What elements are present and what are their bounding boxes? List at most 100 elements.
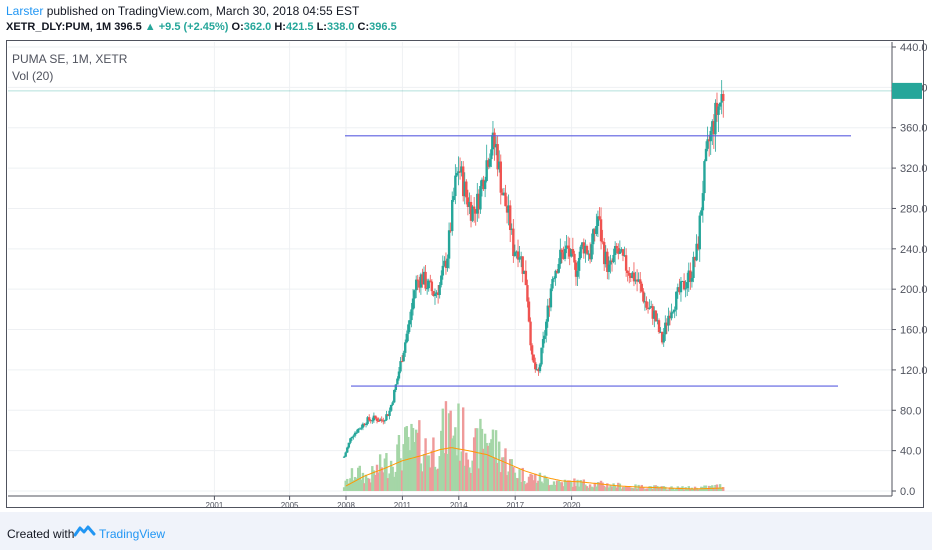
candle-body <box>634 279 637 282</box>
candle-body <box>374 415 377 419</box>
candle-body <box>454 175 457 197</box>
candle-body <box>430 281 434 292</box>
candle-body <box>366 417 369 424</box>
volume-bar <box>601 482 604 491</box>
candle-body <box>579 246 582 258</box>
candle-body <box>353 432 357 436</box>
volume-bar <box>380 467 383 491</box>
volume-bar <box>377 472 380 491</box>
candle-body <box>660 331 664 343</box>
volume-bar <box>422 453 426 491</box>
candle-body <box>480 179 484 186</box>
volume-bar <box>555 480 559 491</box>
volume-bar <box>654 485 658 491</box>
chart-frame[interactable] <box>6 40 924 508</box>
candle-body <box>388 410 391 416</box>
candle-body <box>540 347 543 365</box>
candle-body <box>465 181 468 198</box>
volume-bar <box>662 486 665 491</box>
volume-bar <box>626 486 629 491</box>
candle-body <box>642 291 645 302</box>
candle-body <box>582 242 586 254</box>
symbol-label[interactable]: XETR_DLY:PUM, 1M <box>6 21 112 33</box>
candle-body <box>499 161 502 193</box>
candle-body <box>665 322 669 326</box>
candle-body <box>695 243 698 261</box>
time-tick-label: 2011 <box>394 501 412 510</box>
volume-bar <box>642 487 645 491</box>
volume-bar <box>592 487 595 491</box>
tradingview-logo-icon <box>74 525 96 537</box>
volume-bar <box>471 460 474 491</box>
candle-body <box>513 252 517 257</box>
candle-body <box>487 160 490 167</box>
candle-body <box>610 260 614 263</box>
candle-body <box>615 246 618 249</box>
candle-body <box>624 255 628 271</box>
price-tick-label: 120.0 <box>900 365 928 377</box>
volume-bar <box>581 481 584 491</box>
candle-body <box>404 342 407 353</box>
volume-bar <box>411 427 415 491</box>
candle-body <box>399 361 402 372</box>
candle-body <box>704 148 708 162</box>
volume-bar <box>549 484 553 491</box>
volume-bar <box>612 483 615 491</box>
tradingview-brand-link[interactable]: TradingView <box>99 527 166 541</box>
volume-bar <box>609 485 612 491</box>
volume-bar <box>499 472 502 491</box>
candle-body <box>617 248 620 254</box>
candle-body <box>607 264 611 272</box>
volume-bar <box>526 482 529 491</box>
candle-body <box>640 283 643 292</box>
candle-body <box>342 456 346 458</box>
volume-bar <box>449 410 452 491</box>
volume-bar <box>660 486 664 491</box>
candle-body <box>529 321 532 346</box>
author-link[interactable]: Larster <box>6 4 44 18</box>
volume-bar <box>477 468 481 491</box>
candle-body <box>508 205 512 231</box>
footer: Created with TradingView <box>0 512 932 550</box>
volume-bar <box>590 486 593 491</box>
volume-bar <box>653 485 656 491</box>
volume-bar <box>695 487 698 491</box>
candle-body <box>596 216 600 226</box>
candle-body <box>488 159 492 167</box>
volume-bar <box>349 478 352 491</box>
candle-body <box>515 251 518 253</box>
volume-bar <box>524 484 528 491</box>
candle-body <box>698 215 701 250</box>
volume-bar <box>367 478 371 491</box>
price-chart[interactable]: 440.0400.0360.0320.0280.0240.0200.0160.0… <box>0 0 932 512</box>
volume-bar <box>632 488 636 491</box>
candle-body <box>581 242 584 247</box>
price-tick-label: 240.0 <box>900 244 928 256</box>
volume-bar <box>397 435 401 491</box>
volume-bar <box>438 456 441 491</box>
volume-bar <box>656 486 659 491</box>
candle-body <box>612 254 615 263</box>
volume-bar <box>385 453 388 491</box>
open-value: 362.0 <box>243 21 272 33</box>
candle-body <box>375 418 379 421</box>
candle-body <box>668 315 672 319</box>
published-text: published on TradingView.com, March 30, … <box>43 4 360 18</box>
volume-bar <box>463 465 466 491</box>
volume-bar <box>466 459 470 491</box>
candle-body <box>577 257 581 271</box>
candle-body <box>588 253 592 260</box>
volume-bar <box>374 474 377 491</box>
volume-bar <box>537 480 540 491</box>
candle-body <box>429 280 432 282</box>
price-tick-label: 80.0 <box>900 405 921 417</box>
low-value: 338.0 <box>326 21 355 33</box>
candle-body <box>656 320 659 322</box>
candle-body <box>687 270 690 283</box>
candle-body <box>435 292 438 294</box>
volume-bar <box>361 472 365 491</box>
candle-body <box>543 335 546 340</box>
candle-body <box>469 201 473 221</box>
volume-bar <box>342 487 346 491</box>
volume-bar <box>468 467 471 491</box>
